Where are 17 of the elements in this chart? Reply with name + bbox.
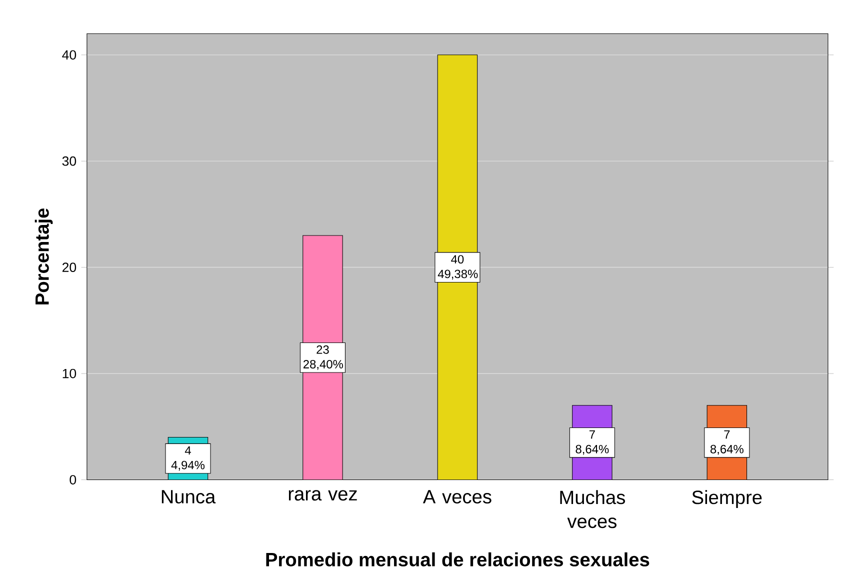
x-tick-label: A veces: [422, 490, 492, 504]
y-tick-label: 30: [62, 156, 76, 166]
data-label: 7 8,64%: [576, 430, 609, 455]
y-tick-label: 10: [62, 368, 76, 378]
x-axis-title: Promedio mensual de relaciones sexuales: [266, 552, 650, 566]
data-label: 40 49,38%: [438, 254, 478, 280]
data-label: 7 8,64%: [710, 430, 744, 455]
data-label: 23 28,40%: [303, 345, 344, 370]
data-label: 4 4,94%: [171, 446, 205, 471]
x-tick-label: Nunca: [162, 490, 216, 504]
y-axis-title: Porcentaje: [34, 208, 53, 304]
y-tick-label: 0: [70, 474, 76, 484]
x-tick-label: Muchas veces: [560, 490, 625, 528]
x-tick-label: Siempre: [692, 490, 762, 508]
y-tick-label: 20: [62, 262, 76, 272]
x-tick-label: rara vez: [288, 490, 357, 501]
y-tick-label: 40: [62, 50, 76, 60]
